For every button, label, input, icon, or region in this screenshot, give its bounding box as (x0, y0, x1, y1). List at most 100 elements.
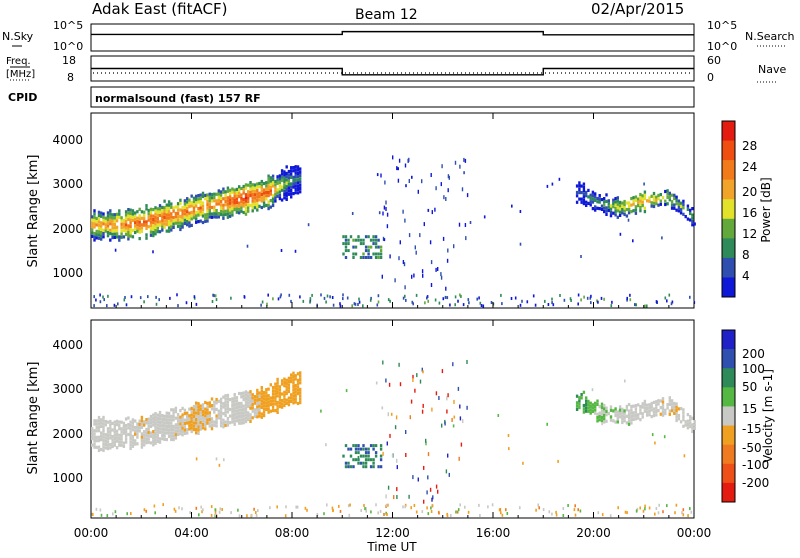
vel-echo-243 (163, 421, 166, 425)
pwr-echo-613 (276, 194, 279, 198)
vel-echo-1070 (370, 510, 372, 514)
pwr-echo-1192 (431, 210, 433, 215)
vel-echo-549 (251, 396, 254, 400)
vel-echo-685 (292, 378, 295, 382)
pwr-echo-210 (156, 223, 159, 227)
power-cbar-swatch-0 (722, 121, 735, 142)
vel-echo-1027 (347, 504, 350, 508)
vel-echo-559 (256, 408, 259, 412)
pwr-echo-1111 (552, 303, 555, 307)
vel-echo-550 (251, 393, 254, 397)
pwr-echo-493 (240, 196, 243, 200)
pwr-echo-130 (129, 215, 132, 219)
vel-echo-204 (154, 435, 157, 439)
pwr-echo-620 (278, 193, 282, 197)
pwr-echo-971 (559, 294, 561, 297)
vel-echo-811 (630, 414, 633, 418)
vel-echo-1199 (466, 405, 468, 410)
vel-echo-1117 (450, 514, 452, 517)
vel-echo-790 (621, 420, 624, 425)
vel-echo-535 (249, 419, 252, 423)
vel-echo-986 (143, 508, 146, 512)
pwr-echo-1222 (411, 175, 413, 179)
pwr-echo-515 (247, 199, 250, 203)
vel-echo-1201 (422, 403, 424, 408)
vel-echo-636 (278, 405, 282, 409)
vel-echo-911 (689, 425, 692, 429)
vel-echo-1001 (562, 514, 565, 517)
vel-echo-486 (235, 409, 239, 413)
pwr-echo-272 (174, 218, 178, 222)
pwr-echo-1063 (590, 294, 592, 298)
vel-echo-577 (260, 402, 263, 406)
vel-echo-1182 (457, 386, 460, 391)
pwr-echo-353 (199, 219, 202, 223)
vel-echo-524 (244, 396, 248, 401)
pwr-echo-1168 (381, 274, 383, 279)
pwr-echo-914 (344, 238, 348, 242)
vel-echo-978 (379, 444, 383, 448)
vel-echo-1040 (295, 505, 297, 509)
vel-echo-122 (129, 446, 132, 451)
vel-echo-387 (204, 407, 207, 411)
pwr-echo-123 (127, 208, 130, 212)
vel-echo-1089 (375, 503, 377, 507)
vel-echo-273 (172, 431, 175, 435)
vel-echo-776 (612, 419, 615, 423)
pwr-echo-57 (106, 214, 110, 218)
pwr-echo-1086 (155, 295, 157, 299)
vel-echo-155 (140, 445, 144, 449)
vel-echo-692 (294, 387, 297, 391)
pwr-echo-727 (587, 201, 590, 205)
pwr-echo-672 (292, 182, 295, 186)
pwr-echo-537 (253, 199, 257, 203)
pwr-echo-1143 (384, 180, 386, 185)
pwr-echo-1008 (634, 303, 636, 307)
pwr-echo-873 (670, 193, 674, 197)
pwr-echo-264 (170, 202, 173, 206)
pwr-echo-690 (296, 178, 300, 182)
vel-echo-716 (578, 406, 581, 410)
vel-echo-451 (224, 394, 227, 398)
pwr-echo-59 (109, 238, 112, 242)
vel-echo-756 (600, 415, 604, 419)
vel-echo-1226 (357, 456, 360, 459)
pwr-echo-815 (632, 196, 635, 200)
power-cbar-swatch-6 (722, 238, 735, 259)
pwr-echo-735 (591, 200, 595, 204)
pwr-echo-838 (643, 190, 647, 194)
pwr-echo-702 (299, 167, 302, 171)
xaxis-label: Time UT (366, 540, 417, 554)
pwr-echo-207 (154, 206, 157, 210)
vel-echo-440 (222, 405, 225, 409)
pwr-echo-592 (269, 192, 272, 196)
pwr-echo-809 (630, 210, 633, 214)
pwr-echo-420 (219, 203, 223, 207)
pwr-echo-1145 (423, 222, 425, 227)
pwr-echo-408 (215, 199, 218, 203)
vel-echo-691 (294, 390, 297, 394)
vel-echo-578 (260, 399, 263, 403)
vel-echo-101 (120, 433, 123, 437)
pwr-echo-817 (634, 208, 638, 212)
pwr-echo-743 (594, 192, 597, 196)
pwr-echo-436 (224, 199, 227, 204)
pwr-echo-542 (253, 183, 257, 187)
pwr-echo-24 (97, 230, 101, 234)
vel-echo-563 (256, 395, 259, 399)
vel-echo-542 (249, 393, 252, 397)
vel-echo-722 (582, 410, 586, 414)
pwr-echo-46 (104, 229, 107, 233)
vel-echo-948 (362, 461, 365, 465)
pwr-echo-984 (644, 304, 646, 308)
vel-echo-203 (154, 438, 157, 442)
vel-echo-698 (296, 388, 300, 392)
pwr-echo-407 (215, 202, 218, 206)
vel-echo-515 (242, 394, 245, 398)
vel-echo-362 (197, 408, 200, 412)
pwr-echo-1069 (580, 298, 582, 302)
vel-echo-838 (643, 399, 647, 403)
pwr-echo-666 (290, 175, 293, 179)
vel-echo-140 (134, 439, 137, 443)
pwr-echo-286 (179, 221, 182, 225)
